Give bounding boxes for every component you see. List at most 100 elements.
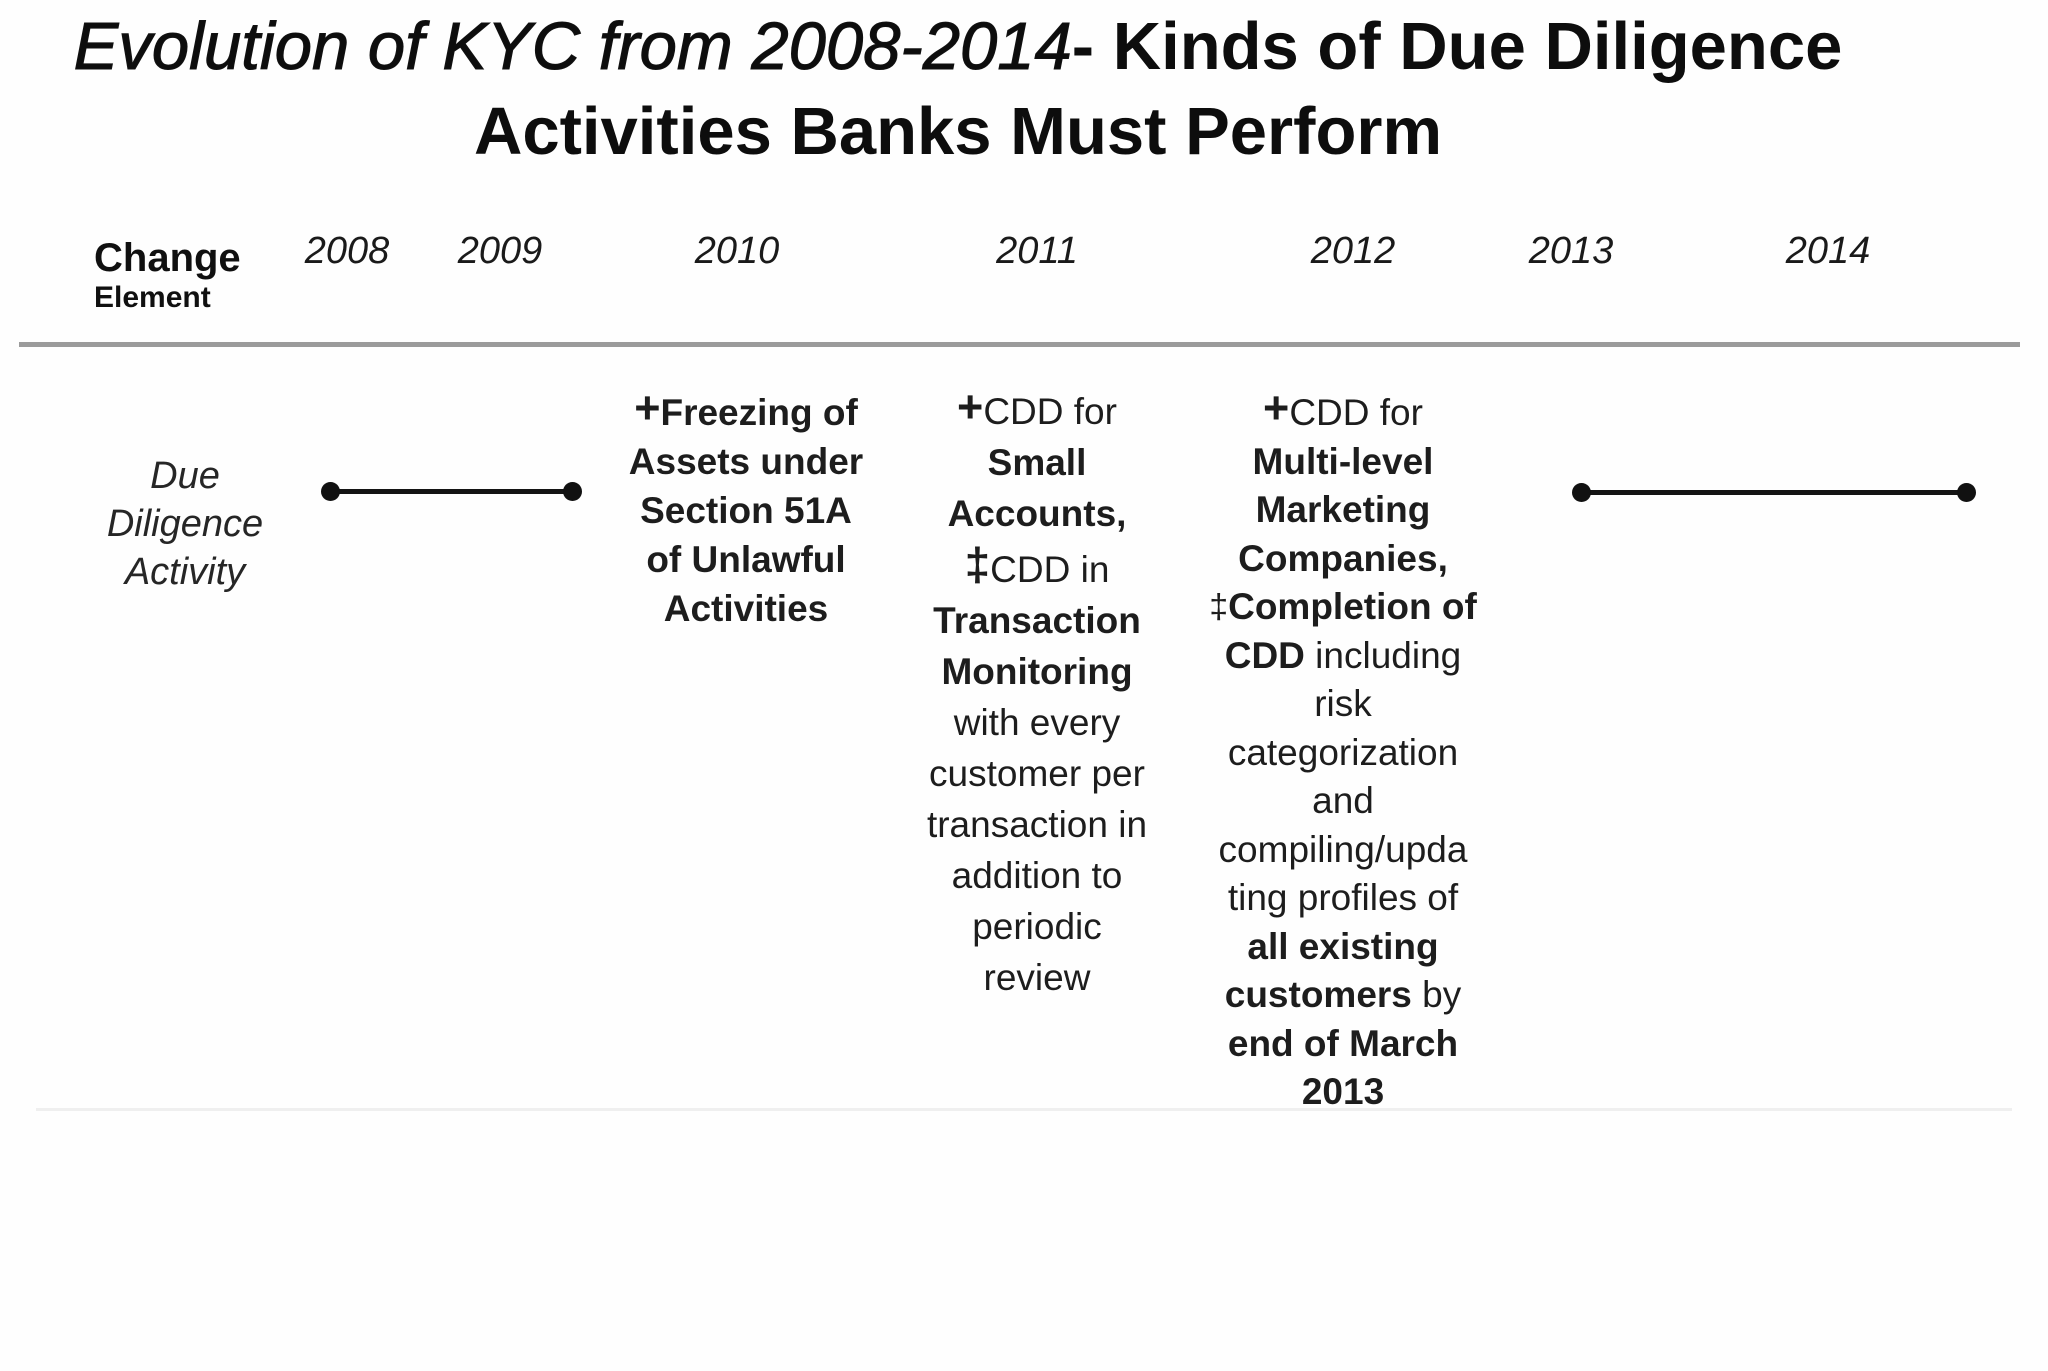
slide-title-line1: Evolution of KYC from 2008-2014- Kinds o… <box>0 4 1982 89</box>
activity-text-segment: end of March <box>1227 1022 1459 1064</box>
activity-line: end of March <box>1190 1020 1496 1069</box>
activity-text-segment: Activities <box>663 588 829 629</box>
activity-line: +Freezing of <box>594 383 898 437</box>
slide-title-italic-part: Evolution of KYC from 2008-2014 <box>73 8 1072 84</box>
activity-text-segment: Monitoring <box>941 651 1133 692</box>
double-dagger-marker-glyph: ‡ <box>964 538 991 590</box>
activity-line: Transaction <box>903 595 1171 646</box>
activity-line: customer per <box>903 748 1171 799</box>
activity-text-segment: 2013 <box>1301 1071 1385 1112</box>
activity-line: all existing <box>1190 923 1496 972</box>
plus-marker-glyph: + <box>1263 382 1290 433</box>
activity-line: periodic <box>903 901 1171 952</box>
activity-line: Small <box>903 437 1171 488</box>
activity-text-segment: Small <box>987 442 1087 483</box>
activity-text-segment: and <box>1312 780 1374 821</box>
activity-line: +CDD for <box>1190 382 1496 438</box>
row-label-due-diligence-activity: Due Diligence Activity <box>60 452 310 596</box>
connector-endpoint-dot <box>321 482 340 501</box>
activity-line: 2013 <box>1190 1068 1496 1117</box>
timeline-connector-2008-2009 <box>321 482 582 501</box>
year-label-2009: 2009 <box>457 230 543 272</box>
activity-text-segment: Completion of <box>1228 586 1477 627</box>
activity-text-segment: CDD for <box>983 391 1117 432</box>
activity-line: ‡CDD in <box>903 539 1171 595</box>
activity-text-segment: CDD <box>1224 634 1305 676</box>
connector-endpoint-dot <box>563 482 582 501</box>
activity-column-2011: +CDD for Small Accounts, ‡CDD in Transaction… <box>903 381 1171 1003</box>
activity-line: risk <box>1190 680 1496 729</box>
activity-text-segment: Freezing of <box>660 392 858 433</box>
year-label-2014: 2014 <box>1785 230 1871 272</box>
activity-text-segment: addition to <box>951 855 1123 896</box>
activity-line: review <box>903 952 1171 1003</box>
activity-line: transaction in <box>903 799 1171 850</box>
activity-text-segment: customer per <box>929 753 1145 794</box>
activity-text-segment: ting profiles of <box>1227 877 1459 918</box>
slide-title: Evolution of KYC from 2008-2014- Kinds o… <box>0 4 1982 174</box>
activity-line: Monitoring <box>903 646 1171 697</box>
connector-endpoint-dot <box>1572 483 1591 502</box>
activity-text-segment: Transaction <box>933 600 1141 641</box>
activity-text-segment: CDD in <box>990 549 1110 590</box>
activity-text-segment: Companies, <box>1238 537 1448 579</box>
year-label-2010: 2010 <box>694 230 780 272</box>
change-element-header: Change Element <box>94 236 241 316</box>
change-element-header-line1: Change <box>94 236 241 280</box>
connector-endpoint-dot <box>1957 483 1976 502</box>
activity-line: Marketing <box>1190 486 1496 535</box>
activity-line: Multi-level <box>1190 438 1496 487</box>
activity-text-segment: by <box>1411 974 1462 1015</box>
activity-line: +CDD for <box>903 381 1171 437</box>
activity-column-2010: +Freezing of Assets under Section 51A of Un… <box>594 383 898 633</box>
activity-text-segment: transaction in <box>926 804 1148 845</box>
activity-text-segment: categorization <box>1227 731 1459 773</box>
activity-line: customers by <box>1190 971 1496 1020</box>
activity-text-segment: of Unlawful <box>646 539 846 580</box>
activity-text-segment: risk <box>1314 683 1372 724</box>
activity-text-segment: including <box>1304 634 1462 676</box>
activity-text-segment: Assets under <box>628 441 864 482</box>
activity-line: ‡Completion of <box>1190 583 1496 632</box>
plus-marker-glyph: + <box>957 381 984 432</box>
row-label-line: Diligence <box>106 503 264 545</box>
row-label-line: Activity <box>124 551 246 593</box>
activity-line: categorization <box>1190 729 1496 778</box>
plus-marker-glyph: + <box>634 382 661 433</box>
activity-line: addition to <box>903 850 1171 901</box>
activity-text-segment: Marketing <box>1255 489 1431 530</box>
activity-line: Section 51A <box>594 486 898 535</box>
header-divider-rule <box>19 342 2020 347</box>
year-label-2013: 2013 <box>1528 230 1614 272</box>
activity-line: Assets under <box>594 437 898 486</box>
bottom-faint-rule <box>36 1108 2012 1111</box>
double-dagger-marker-glyph: ‡ <box>1209 588 1229 626</box>
activity-line: Companies, <box>1190 535 1496 584</box>
activity-text-segment: Accounts, <box>947 493 1127 534</box>
row-label-line: Due <box>150 455 220 497</box>
activity-text-segment: with every <box>953 702 1121 743</box>
activity-column-2012: +CDD for Multi-level Marketing Companies, ‡C… <box>1190 382 1496 1117</box>
activity-text-segment: compiling/upda <box>1218 828 1468 870</box>
activity-line: ting profiles of <box>1190 874 1496 923</box>
activity-text-segment: CDD for <box>1289 392 1423 433</box>
activity-line: compiling/upda <box>1190 826 1496 875</box>
activity-text-segment: customers <box>1224 974 1412 1015</box>
activity-text-segment: Section 51A <box>640 490 852 531</box>
year-label-2011: 2011 <box>996 230 1078 272</box>
activity-text-segment: periodic <box>972 906 1102 947</box>
activity-text-segment: review <box>983 957 1091 998</box>
slide-title-line2: Activities Banks Must Perform <box>473 94 1443 169</box>
change-element-header-line2: Element <box>94 281 211 314</box>
activity-line: Activities <box>594 584 898 633</box>
year-label-2012: 2012 <box>1310 230 1396 272</box>
activity-line: and <box>1190 777 1496 826</box>
timeline-connector-2013-2014 <box>1572 483 1976 502</box>
activity-line: CDD including <box>1190 632 1496 681</box>
activity-text-segment: Multi-level <box>1252 440 1434 482</box>
activity-line: with every <box>903 697 1171 748</box>
activity-line: of Unlawful <box>594 535 898 584</box>
activity-text-segment: all existing <box>1247 925 1439 967</box>
year-label-2008: 2008 <box>304 230 390 272</box>
